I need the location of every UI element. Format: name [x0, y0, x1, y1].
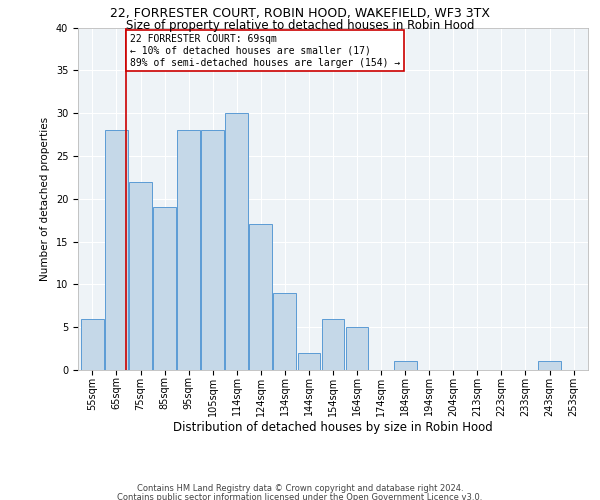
Bar [394, 362, 416, 370]
Bar [538, 362, 561, 370]
Text: Size of property relative to detached houses in Robin Hood: Size of property relative to detached ho… [126, 19, 474, 32]
Text: Contains HM Land Registry data © Crown copyright and database right 2024.: Contains HM Land Registry data © Crown c… [137, 484, 463, 493]
Text: Contains public sector information licensed under the Open Government Licence v3: Contains public sector information licen… [118, 493, 482, 500]
Text: 22, FORRESTER COURT, ROBIN HOOD, WAKEFIELD, WF3 3TX: 22, FORRESTER COURT, ROBIN HOOD, WAKEFIE… [110, 8, 490, 20]
Bar [226, 113, 248, 370]
Bar [274, 293, 296, 370]
Bar [81, 318, 104, 370]
Bar [177, 130, 200, 370]
Bar [346, 327, 368, 370]
Bar [322, 318, 344, 370]
X-axis label: Distribution of detached houses by size in Robin Hood: Distribution of detached houses by size … [173, 421, 493, 434]
Bar [129, 182, 152, 370]
Bar [153, 208, 176, 370]
Y-axis label: Number of detached properties: Number of detached properties [40, 116, 50, 281]
Bar [298, 353, 320, 370]
Bar [201, 130, 224, 370]
Bar [250, 224, 272, 370]
Bar [105, 130, 128, 370]
Text: 22 FORRESTER COURT: 69sqm
← 10% of detached houses are smaller (17)
89% of semi-: 22 FORRESTER COURT: 69sqm ← 10% of detac… [130, 34, 400, 68]
